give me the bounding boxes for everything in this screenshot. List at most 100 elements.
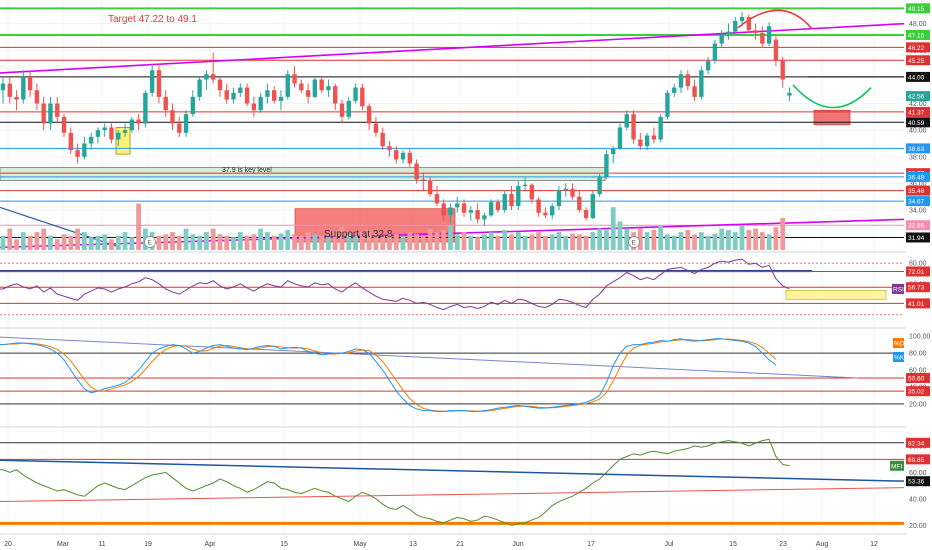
x-tick-label: 15 — [729, 541, 737, 548]
candle-body — [238, 87, 243, 93]
candle-body — [699, 70, 704, 97]
volume-bar — [109, 239, 114, 250]
mfi-line — [0, 438, 790, 526]
volume-bar — [7, 228, 13, 250]
candle-body — [326, 86, 331, 91]
candle-body — [455, 203, 460, 208]
volume-bar — [20, 232, 26, 250]
volume-bar — [231, 237, 236, 250]
price-level-tag-bg — [906, 117, 930, 128]
volume-bar — [265, 232, 270, 250]
volume-bar — [617, 221, 623, 250]
volume-bar — [604, 230, 609, 250]
candle-body — [733, 20, 738, 32]
volume-bar — [115, 235, 121, 250]
volume-bar — [414, 234, 419, 250]
candle-body — [346, 100, 351, 117]
candles-layer — [0, 11, 792, 227]
volume-bar — [671, 235, 677, 250]
volume-bar — [488, 232, 494, 250]
volume-bar — [502, 230, 508, 250]
volume-bar — [0, 235, 6, 250]
candle-body — [631, 114, 636, 140]
volume-bar — [129, 237, 135, 250]
volume-bar — [658, 225, 664, 250]
volume-bar — [746, 230, 752, 250]
volume-bar — [468, 235, 474, 250]
volume-bar — [651, 230, 657, 250]
candle-body — [427, 180, 433, 195]
candle-body — [624, 114, 629, 128]
candle-body — [380, 132, 385, 147]
candle-body — [373, 123, 379, 133]
bottom-arc — [792, 84, 872, 109]
volume-bar — [705, 235, 711, 250]
candle-body — [163, 96, 168, 111]
earnings-marker-1: E — [148, 240, 153, 247]
candle-body — [509, 194, 514, 207]
candle-body — [421, 179, 426, 181]
mfi-level-tag: 53.36 — [908, 479, 925, 486]
candle-body — [95, 130, 101, 137]
candle-body — [638, 139, 643, 147]
earnings-marker-2: E — [632, 240, 637, 247]
price-level-tag-bg — [906, 42, 930, 53]
candle-body — [204, 74, 209, 80]
candle-body — [475, 210, 480, 220]
earnings-circle — [628, 236, 640, 248]
volume-bar — [305, 232, 311, 250]
volume-bar — [448, 225, 453, 250]
volume-bar — [753, 228, 758, 250]
price-level-tag: 35.46 — [908, 188, 925, 195]
time-axis: 20 Mar 11 19 Apr 15 May 13 21 Jun 17 Jul 15 23 Aug 12 — [4, 541, 878, 548]
target-annotation: Target 47.22 to 49.1 — [108, 14, 197, 25]
volume-bar — [339, 227, 345, 250]
candle-body — [753, 30, 758, 33]
stoch-d-line — [0, 338, 777, 412]
volume-bar — [556, 232, 562, 250]
candle-body — [231, 92, 236, 100]
candle-body — [488, 202, 494, 216]
volume-bar — [644, 232, 650, 250]
candle-body — [495, 202, 501, 211]
volume-bar — [190, 234, 196, 250]
price-level-tag-bg — [906, 143, 930, 154]
price-level-tag-bg — [906, 55, 930, 66]
candle-body — [353, 87, 358, 101]
volume-bar — [136, 203, 141, 250]
volume-bar — [624, 228, 630, 250]
volume-bar — [685, 230, 691, 250]
stoch-level-tag: 50.60 — [908, 375, 925, 382]
x-tick-label: 19 — [144, 541, 152, 548]
volume-bar — [61, 234, 67, 250]
volume-bar — [204, 232, 209, 250]
indicator-lines — [0, 258, 905, 526]
volume-bar — [400, 235, 406, 250]
stoch-legend-1: %K — [894, 354, 905, 361]
candle-body — [109, 127, 114, 140]
candle-body — [665, 92, 670, 117]
candle-body — [468, 210, 474, 213]
volume-bar — [373, 234, 379, 250]
volume-bar — [48, 235, 53, 250]
volume-bar — [570, 233, 575, 250]
candle-body — [183, 114, 189, 133]
candle-body — [61, 116, 67, 133]
rsi-level-tag-bg — [906, 298, 930, 309]
candle-body — [366, 106, 372, 124]
candle-body — [122, 130, 128, 133]
volume-bar — [319, 235, 325, 250]
price-level-tag-bg — [906, 220, 930, 231]
price-level-tag-bg — [906, 185, 930, 196]
rsi-tick: 80.00 — [909, 261, 927, 268]
rsi-level-tag-bg — [906, 282, 930, 293]
candle-body — [726, 31, 731, 35]
volume-bar — [68, 235, 74, 250]
candle-body — [394, 150, 399, 160]
volume-bar — [326, 237, 331, 250]
candle-body — [285, 74, 290, 97]
candle-body — [0, 83, 6, 91]
grid-layer — [0, 0, 932, 535]
rsi-highlight-box — [785, 290, 887, 300]
price-level-tag: 40.59 — [908, 120, 925, 127]
